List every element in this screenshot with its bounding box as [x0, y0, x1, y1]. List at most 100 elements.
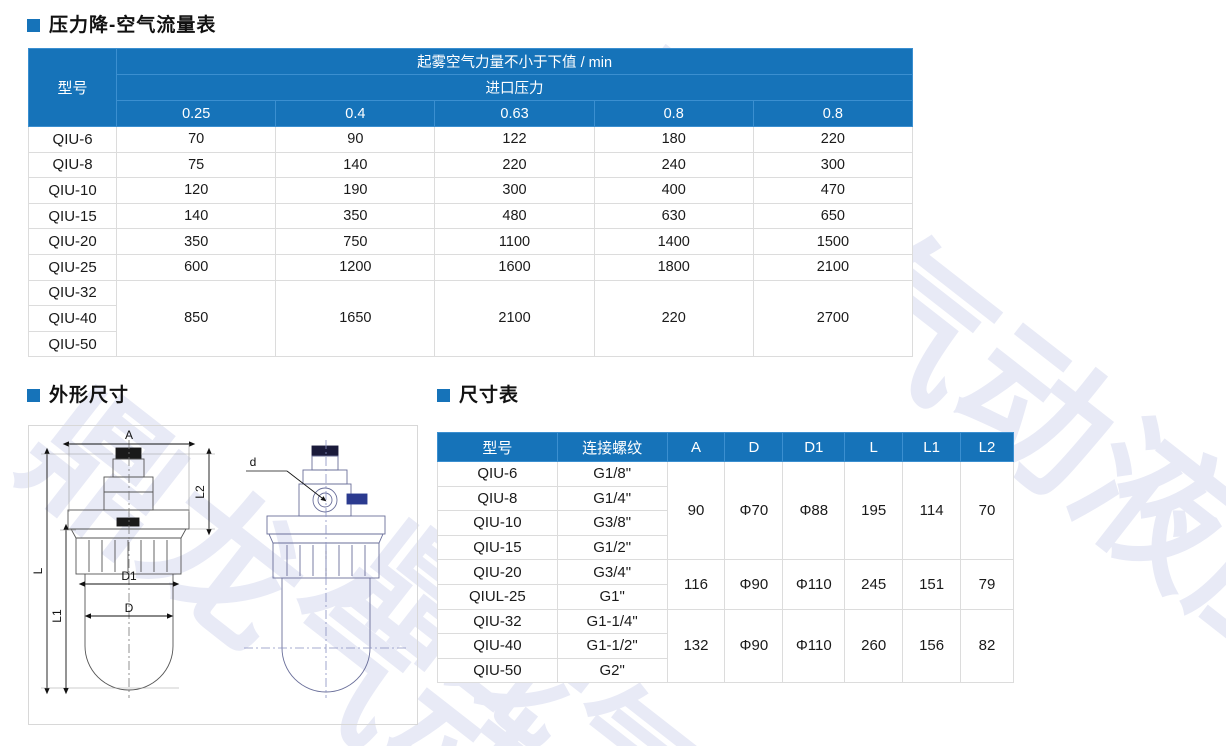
col-header-pressure-2: 0.63 — [434, 100, 595, 127]
table-row: QIU-50 G2" — [437, 657, 1014, 684]
cell-model: QIU-32 — [27, 279, 118, 307]
cell-d: Φ70 — [724, 460, 784, 561]
col-header-thread: 连接螺纹 — [556, 432, 668, 462]
table-head: 型号 起雾空气力量不小于下值 / min 进口压力 0.25 0.4 0.63 … — [27, 48, 914, 127]
section-heading-outline-dimensions: 外形尺寸 — [27, 386, 129, 405]
table-body: QIU-6 70 90 122 180 220 QIU-8 75 140 220… — [27, 126, 914, 358]
cell-model: QIU-50 — [27, 330, 118, 358]
table-row: QIU-8 G1/4" — [437, 485, 1014, 512]
dimension-d1: D1 — [78, 569, 180, 587]
dimension-l2: L2 — [141, 447, 215, 536]
cell-l2: 79 — [960, 559, 1014, 610]
dimension-a: A — [62, 428, 196, 512]
table-row: QIU-10 120 190 300 400 470 — [27, 177, 914, 204]
col-header-pressure-3: 0.8 — [593, 100, 754, 127]
cell-model: QIU-32 — [437, 608, 558, 635]
cell-value: 190 — [275, 177, 436, 204]
cell-value: 240 — [593, 151, 754, 179]
table-header-row: 型号 起雾空气力量不小于下值 / min — [27, 48, 913, 127]
section-heading-size-table: 尺寸表 — [437, 386, 519, 405]
col-header-a: A — [666, 432, 726, 462]
cell-value: 350 — [116, 228, 277, 255]
table-row: QIU-50 — [27, 330, 913, 358]
cell-model: QIU-15 — [27, 202, 118, 230]
cell-d1: Φ110 — [782, 608, 846, 684]
cell-value: 400 — [593, 177, 754, 204]
cell-model: QIU-15 — [437, 534, 558, 561]
dimension-d: D — [84, 601, 174, 619]
cell-value: 350 — [275, 202, 436, 230]
cell-value: 470 — [752, 177, 914, 204]
cell-value: 630 — [593, 202, 754, 230]
cell-value: 70 — [116, 126, 277, 153]
cell-l: 195 — [844, 460, 904, 561]
dimension-label-l1: L1 — [50, 609, 64, 623]
square-bullet-icon — [437, 389, 450, 402]
col-header-pressure-4: 0.8 — [752, 100, 914, 127]
cell-value: 140 — [275, 151, 436, 179]
table-row: QIU-6 70 90 122 180 220 — [27, 126, 914, 153]
cell-value: 220 — [434, 151, 595, 179]
cell-value: 1800 — [593, 253, 754, 281]
square-bullet-icon — [27, 389, 40, 402]
cell-l1: 151 — [902, 559, 962, 610]
cell-model: QIU-10 — [27, 177, 118, 204]
col-header-span-title: 起雾空气力量不小于下值 / min — [116, 48, 913, 75]
cell-l: 260 — [844, 608, 904, 684]
cell-value: 750 — [275, 228, 436, 255]
cell-value: 1600 — [434, 253, 595, 281]
table-row: QIU-32 G1-1/4" 132 Φ90 Φ110 260 156 82 — [437, 608, 1014, 684]
cell-model: QIU-50 — [437, 657, 558, 684]
square-bullet-icon — [27, 19, 40, 32]
table-row: QIU-25 600 1200 1600 1800 2100 — [27, 253, 914, 281]
cell-model: QIU-40 — [27, 305, 118, 332]
dimension-label-d-small: d — [250, 455, 257, 469]
cell-value: 850 — [116, 279, 277, 358]
cell-a: 90 — [666, 460, 726, 561]
cell-l1: 156 — [902, 608, 962, 684]
section-title: 压力降-空气流量表 — [49, 15, 217, 36]
table-row: QIU-20 G3/4" 116 Φ90 Φ110 245 151 79 — [437, 559, 1014, 610]
cell-l: 245 — [844, 559, 904, 610]
cell-value: 650 — [752, 202, 914, 230]
cell-thread: G1/8" — [556, 461, 668, 487]
cell-value: 122 — [434, 126, 595, 153]
table-body: QIU-6 G1/8" 90 Φ70 Φ88 195 114 70 QIU-8 … — [437, 460, 1014, 684]
cell-value: 600 — [116, 253, 277, 281]
cell-thread: G1-1/2" — [556, 633, 668, 659]
cell-d: Φ90 — [724, 559, 784, 610]
cell-model: QIU-10 — [437, 510, 558, 536]
section-heading-pressure-flow: 压力降-空气流量表 — [27, 16, 216, 35]
cell-value: 300 — [752, 151, 914, 179]
cell-value: 120 — [116, 177, 277, 204]
lubricator-outline-drawing: A L2 L L1 D1 D — [31, 428, 409, 698]
cell-value: 1200 — [275, 253, 436, 281]
dimension-label-a: A — [125, 428, 133, 442]
cell-d1: Φ110 — [782, 559, 846, 610]
table-row: QIU-6 G1/8" 90 Φ70 Φ88 195 114 70 — [437, 460, 1014, 561]
col-header-l: L — [844, 432, 904, 462]
table-row: QIU-8 75 140 220 240 300 — [27, 151, 914, 179]
section-title: 尺寸表 — [459, 385, 520, 406]
table-row: QIU-20 350 750 1100 1400 1500 — [27, 228, 914, 255]
table-row: QIU-40 — [27, 305, 913, 332]
front-view-body — [67, 447, 190, 691]
dimension-label-d: D — [125, 601, 134, 615]
cell-thread: G3/8" — [556, 510, 668, 536]
col-header-pressure-0: 0.25 — [116, 100, 277, 127]
cell-thread: G1" — [556, 583, 668, 610]
dimension-d-small: d — [246, 455, 327, 502]
cell-thread: G2" — [556, 657, 668, 684]
cell-l2: 82 — [960, 608, 1014, 684]
table-row: QIU-15 140 350 480 630 650 — [27, 202, 914, 230]
table-header-row: 进口压力 — [29, 74, 913, 101]
cell-l1: 114 — [902, 460, 962, 561]
cell-model: QIU-6 — [437, 461, 558, 487]
cell-value: 180 — [593, 126, 754, 153]
cell-l2: 70 — [960, 460, 1014, 561]
table-row: QIU-32 850 1650 2100 220 2700 — [27, 279, 914, 358]
cell-value: 1100 — [434, 228, 595, 255]
cell-model: QIU-40 — [437, 633, 558, 659]
dimension-l1: L1 — [50, 523, 76, 695]
cell-value: 2100 — [434, 279, 595, 358]
